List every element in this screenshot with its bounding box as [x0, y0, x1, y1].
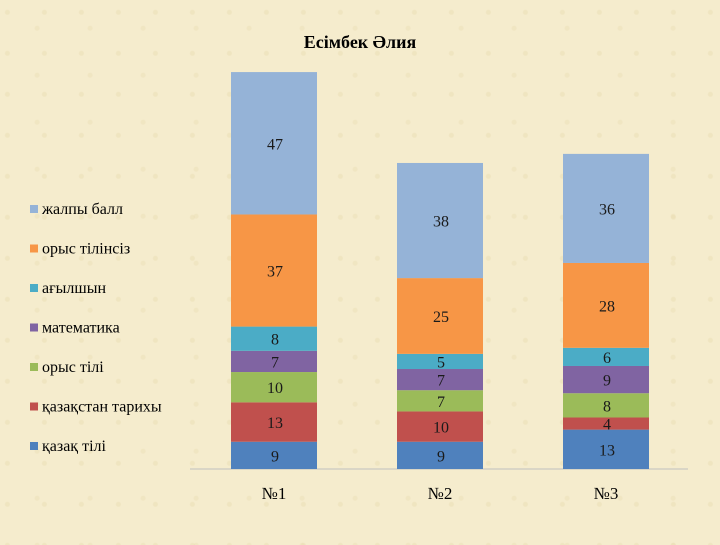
bar-segment	[563, 417, 649, 430]
data-label: 5	[437, 354, 445, 371]
data-label: 13	[599, 442, 615, 459]
bar-segment	[397, 353, 483, 370]
legend-swatch	[30, 205, 38, 213]
legend-item: қазақ тілі	[30, 438, 106, 455]
bar-segment	[397, 369, 483, 391]
legend-swatch	[30, 323, 38, 332]
data-labels-layer: 9 13 10 7 8 37 47 9 10 7 7 5 25 38 13 4 8 9 6 28 36	[267, 136, 615, 465]
legend-swatch	[30, 244, 38, 253]
legend-swatch	[30, 442, 38, 450]
data-label: 47	[267, 136, 283, 153]
chart-title: Есімбек Әлия	[304, 32, 417, 52]
data-label: 6	[603, 350, 611, 367]
bar-segment	[563, 262, 649, 348]
data-label: 13	[267, 415, 283, 432]
data-label: 36	[599, 201, 615, 218]
bar-segment	[231, 326, 317, 351]
bar-segment	[231, 350, 317, 373]
legend-label: ағылшын	[42, 280, 106, 297]
data-label: 9	[271, 448, 279, 465]
legend-item: орыс тілінсіз	[30, 241, 130, 258]
data-label: 4	[603, 417, 611, 434]
bar-segment	[231, 214, 317, 327]
x-tick-label: №2	[428, 484, 453, 503]
bar-segment	[397, 278, 483, 354]
bar-segment	[397, 441, 483, 469]
legend-label: орыс тілі	[42, 359, 104, 376]
legend-swatch	[30, 402, 38, 411]
legend-label: орыс тілінсіз	[42, 241, 130, 258]
legend-item: қазақстан тарихы	[30, 399, 162, 416]
data-label: 7	[437, 394, 445, 411]
legend-item: ағылшын	[30, 280, 106, 297]
bar-segment	[397, 411, 483, 442]
bar-segment	[231, 441, 317, 469]
data-label: 10	[433, 420, 449, 437]
bar-segment	[563, 153, 649, 263]
bar-segment	[563, 347, 649, 366]
data-label: 8	[603, 398, 611, 415]
data-label: 8	[271, 332, 279, 349]
bar-segment	[563, 393, 649, 418]
data-label: 37	[267, 264, 283, 281]
x-tick-labels: №1 №2 №3	[262, 484, 619, 503]
legend-label: математика	[42, 320, 120, 337]
bar-segment	[231, 372, 317, 403]
data-label: 28	[599, 298, 615, 315]
data-label: 9	[437, 448, 445, 465]
bar-segment	[397, 162, 483, 279]
bar-segment	[231, 72, 317, 215]
data-label: 7	[437, 373, 445, 390]
legend-item: жалпы балл	[30, 201, 123, 218]
legend: жалпы балл орыс тілінсіз ағылшын математика…	[30, 201, 162, 455]
legend-swatch	[30, 284, 38, 292]
legend-label: қазақ тілі	[42, 438, 106, 455]
data-label: 25	[433, 309, 449, 326]
data-label: 10	[267, 380, 283, 397]
x-tick-label: №3	[594, 484, 619, 503]
x-tick-label: №1	[262, 484, 287, 503]
bars-layer	[231, 72, 649, 469]
legend-label: қазақстан тарихы	[42, 399, 162, 416]
bar-segment	[563, 365, 649, 394]
legend-label: жалпы балл	[41, 201, 123, 218]
data-label: 38	[433, 214, 449, 231]
legend-swatch	[30, 363, 38, 371]
bar-segment	[397, 390, 483, 412]
legend-item: орыс тілі	[30, 359, 104, 376]
legend-item: математика	[30, 320, 120, 337]
data-label: 9	[603, 373, 611, 390]
bar-segment	[563, 429, 649, 469]
bar-segment	[231, 402, 317, 442]
data-label: 7	[271, 354, 279, 371]
